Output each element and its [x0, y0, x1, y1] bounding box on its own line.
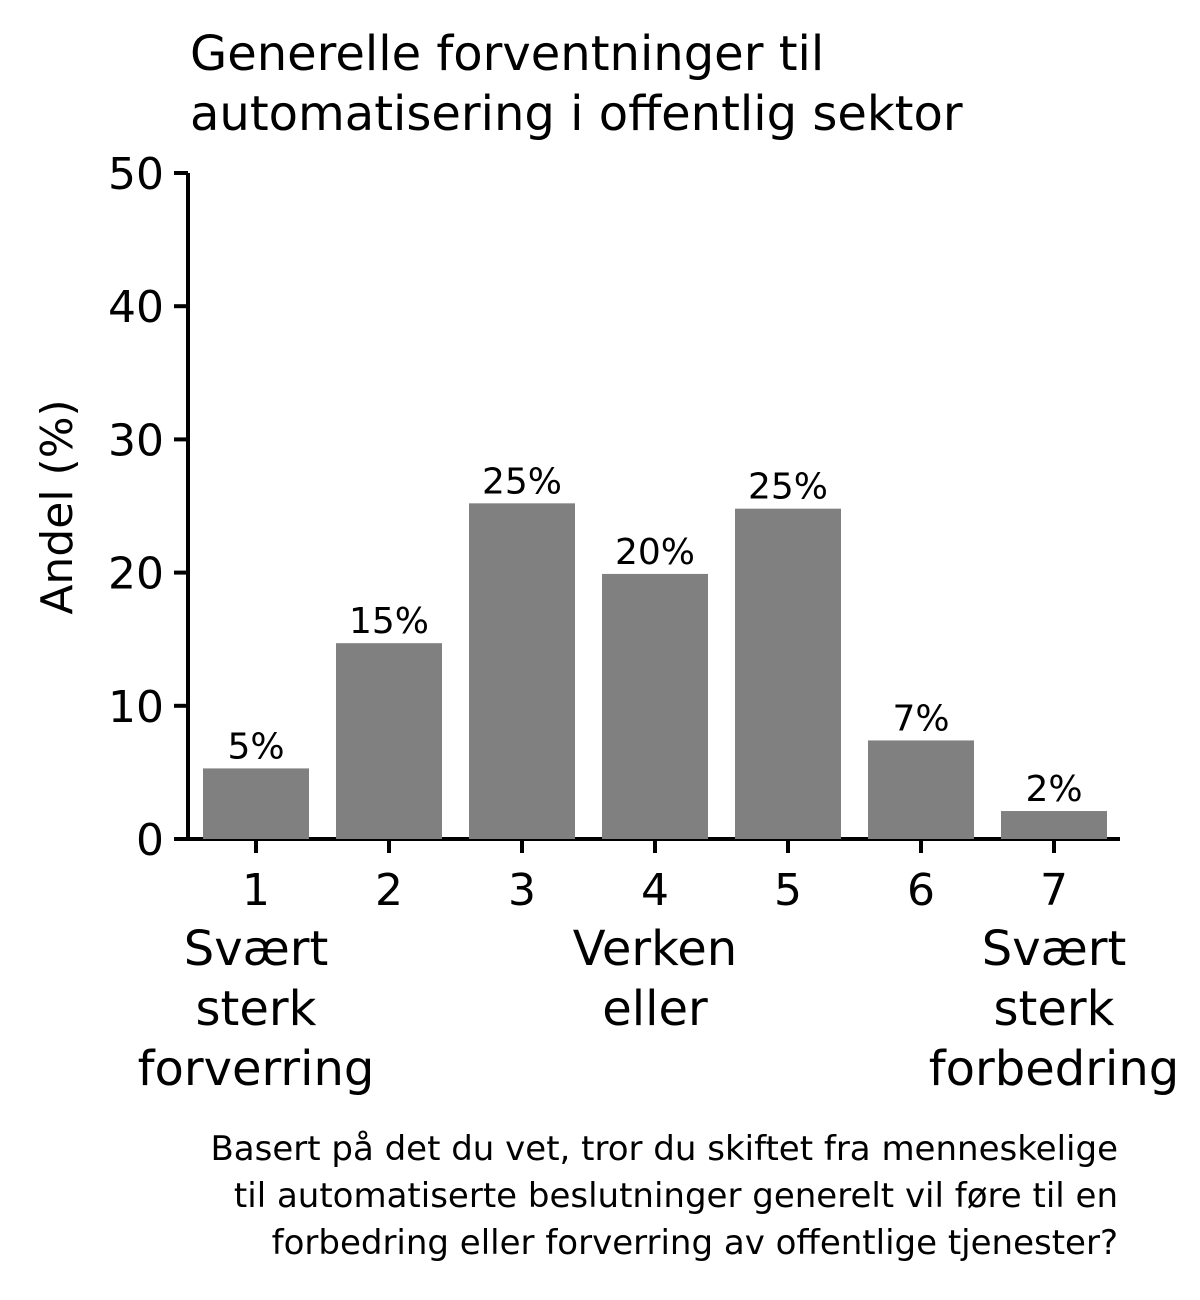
y-tick-label-10: 10 [108, 682, 164, 733]
y-tick-label-0: 0 [136, 815, 164, 866]
bar-value-label-2: 15% [349, 601, 429, 642]
chart-title: Generelle forventninger til automatiseri… [190, 26, 963, 142]
y-tick-label-50: 50 [108, 149, 164, 200]
x-category-sublabel-7-1: Svært [982, 921, 1127, 977]
y-axis-label: Andel (%) [32, 399, 83, 614]
x-category-sublabel-4-2: eller [602, 981, 708, 1037]
bar-4 [602, 573, 708, 839]
y-tick-label-30: 30 [108, 415, 164, 466]
caption: Basert på det du vet, tror du skiftet fr… [210, 1129, 1118, 1263]
chart-title-line-1: Generelle forventninger til [190, 26, 824, 82]
y-tick-label-20: 20 [108, 549, 164, 600]
bars: 5% 15% 25% 20% 25% 7% 2% [203, 461, 1107, 839]
x-category-sublabel-1-2: sterk [196, 981, 317, 1037]
bar-value-label-1: 5% [227, 726, 284, 767]
caption-line-3: forbedring eller forverring av offentlig… [272, 1223, 1118, 1263]
x-tick-label-7: 7 [1040, 865, 1068, 916]
y-tick-label-40: 40 [108, 282, 164, 333]
caption-line-1: Basert på det du vet, tror du skiftet fr… [210, 1129, 1118, 1169]
x-category-sublabel-1-1: Svært [184, 921, 329, 977]
bar-3 [469, 503, 575, 839]
x-tick-label-2: 2 [375, 865, 403, 916]
x-tick-label-3: 3 [508, 865, 536, 916]
x-category-sublabel-7-3: forbedring [929, 1041, 1179, 1097]
x-tick-label-1: 1 [242, 865, 270, 916]
x-category-sublabel-4-1: Verken [573, 921, 737, 977]
bar-6 [868, 740, 974, 839]
caption-line-2: til automatiserte beslutninger generelt … [234, 1176, 1118, 1216]
bar-value-label-6: 7% [892, 698, 949, 739]
bar-5 [735, 508, 841, 839]
x-tick-label-4: 4 [641, 865, 669, 916]
bar-7 [1001, 811, 1107, 839]
x-category-sublabel-7-2: sterk [994, 981, 1115, 1037]
bar-value-label-7: 2% [1025, 769, 1082, 810]
bar-2 [336, 643, 442, 839]
bar-value-label-4: 20% [615, 532, 695, 573]
chart-title-line-2: automatisering i offentlig sektor [190, 86, 963, 142]
x-tick-label-5: 5 [774, 865, 802, 916]
bar-1 [203, 768, 309, 839]
bar-value-label-3: 25% [482, 461, 562, 502]
bar-value-label-5: 25% [748, 467, 828, 508]
x-category-sublabel-1-3: forverring [138, 1041, 375, 1097]
x-tick-label-6: 6 [907, 865, 935, 916]
